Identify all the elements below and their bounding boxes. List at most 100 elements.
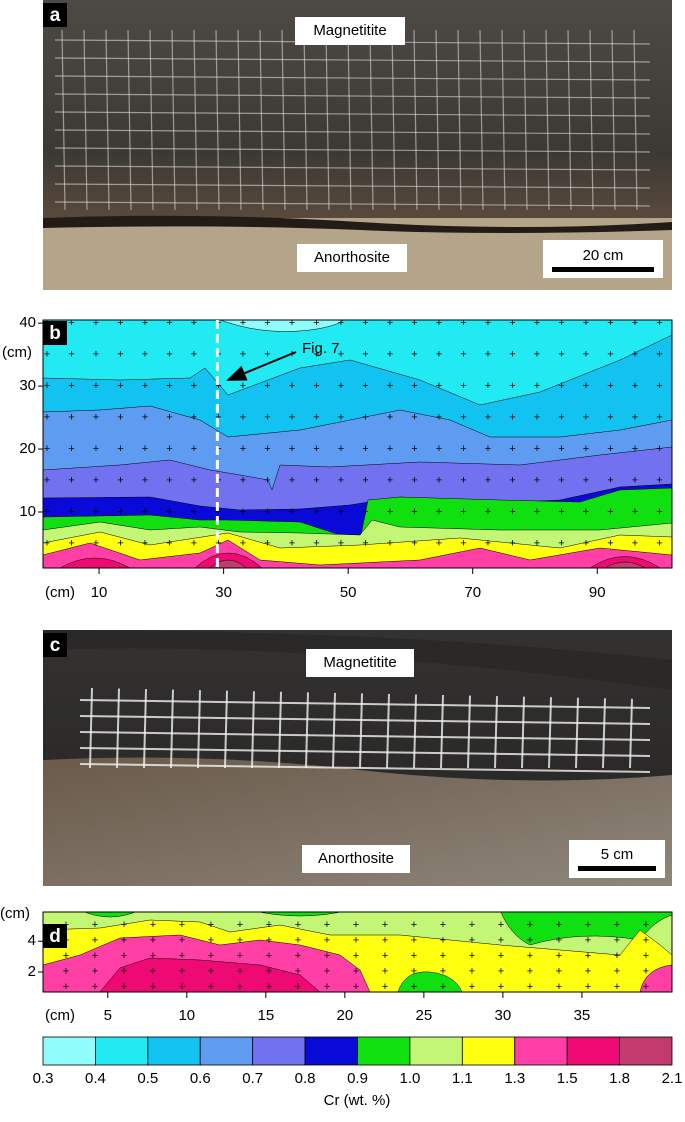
sample-point: + — [469, 981, 475, 993]
sample-point: + — [295, 981, 301, 993]
chalk-line — [54, 201, 651, 207]
chalk-line — [54, 111, 651, 117]
sample-point: + — [411, 537, 417, 549]
sample-point: + — [93, 506, 99, 518]
sample-point: + — [191, 411, 197, 423]
sample-point: + — [440, 919, 446, 931]
sample-point: + — [583, 506, 589, 518]
chalk-line — [105, 29, 110, 211]
sample-point: + — [436, 411, 442, 423]
chalk-line — [413, 694, 417, 769]
sample-point: + — [469, 965, 475, 977]
chalk-line — [79, 763, 651, 773]
chalk-line — [523, 29, 528, 211]
sample-point: + — [215, 411, 221, 423]
sample-point: + — [556, 919, 562, 931]
sample-point: + — [387, 317, 393, 329]
sample-point: + — [264, 537, 270, 549]
sample-point: + — [460, 474, 466, 486]
sample-point: + — [166, 537, 172, 549]
scale-bar — [578, 866, 656, 871]
sample-point: + — [208, 919, 214, 931]
rock-label: Anorthosite — [318, 850, 394, 867]
sample-point: + — [485, 411, 491, 423]
contour-d: + + + + + + + + + + + + + + + + + + + + + + + + + + + + + + + + + + + + + + + +… — [43, 912, 672, 993]
chalk-line — [79, 747, 651, 757]
sample-point: + — [121, 950, 127, 962]
sample-point: + — [324, 919, 330, 931]
sample-point: + — [460, 380, 466, 392]
panel-label: b — [49, 323, 61, 344]
chalk-line — [237, 29, 242, 211]
sample-point: + — [338, 380, 344, 392]
sample-point: + — [353, 934, 359, 946]
sample-point: + — [583, 443, 589, 455]
y-tick-label: 30 — [19, 377, 36, 394]
sample-point: + — [411, 474, 417, 486]
sample-point: + — [556, 934, 562, 946]
sample-point: + — [558, 537, 564, 549]
sample-point: + — [509, 474, 515, 486]
sample-point: + — [295, 950, 301, 962]
sample-point: + — [485, 317, 491, 329]
sample-point: + — [632, 537, 638, 549]
sample-point: + — [240, 411, 246, 423]
sample-point: + — [313, 506, 319, 518]
sample-point: + — [324, 950, 330, 962]
sample-point: + — [295, 934, 301, 946]
sample-point: + — [150, 981, 156, 993]
sample-point: + — [92, 934, 98, 946]
scale-bar — [552, 267, 654, 272]
x-tick-label: 70 — [464, 584, 481, 601]
sample-point: + — [656, 411, 662, 423]
x-tick-label: 5 — [104, 1007, 112, 1024]
chalk-line — [278, 691, 282, 769]
chalk-line — [89, 687, 93, 769]
sample-point: + — [632, 348, 638, 360]
sample-point: + — [353, 981, 359, 993]
sample-point: + — [411, 950, 417, 962]
sample-point: + — [264, 506, 270, 518]
sample-point: + — [68, 443, 74, 455]
sample-point: + — [527, 950, 533, 962]
sample-point: + — [643, 950, 649, 962]
sample-point: + — [142, 443, 148, 455]
sample-point: + — [93, 537, 99, 549]
contour-band — [219, 320, 344, 332]
sample-point: + — [583, 317, 589, 329]
panel-label: c — [50, 635, 61, 656]
x-unit: (cm) — [45, 1007, 75, 1024]
sample-point: + — [436, 317, 442, 329]
sample-point: + — [240, 380, 246, 392]
chalk-line — [61, 29, 66, 211]
sample-point: + — [382, 981, 388, 993]
sample-point: + — [614, 919, 620, 931]
sample-point: + — [191, 443, 197, 455]
chalk-line — [501, 29, 506, 211]
sample-point: + — [485, 443, 491, 455]
chalk-line — [143, 689, 147, 769]
sample-point: + — [240, 537, 246, 549]
sample-point: + — [44, 411, 50, 423]
sample-point: + — [534, 380, 540, 392]
colorbar: 0.3 0.4 0.5 0.6 0.7 0.8 0.9 1.0 1.1 1.3 1.5 1.8 2.1 — [33, 1036, 682, 1087]
sample-point: + — [509, 443, 515, 455]
sample-point: + — [558, 443, 564, 455]
label-box — [297, 244, 407, 272]
sample-point: + — [509, 348, 515, 360]
sample-point: + — [68, 411, 74, 423]
sample-point: + — [498, 950, 504, 962]
sample-point: + — [534, 537, 540, 549]
sample-point: + — [469, 934, 475, 946]
sample-point: + — [240, 474, 246, 486]
sample-point: + — [142, 411, 148, 423]
sample-point: + — [338, 317, 344, 329]
sample-point: + — [614, 934, 620, 946]
sample-point: + — [509, 506, 515, 518]
sample-point: + — [387, 380, 393, 392]
x-unit: (cm) — [45, 584, 75, 601]
sample-point: + — [585, 981, 591, 993]
arrow — [226, 351, 297, 381]
sample-point: + — [237, 950, 243, 962]
